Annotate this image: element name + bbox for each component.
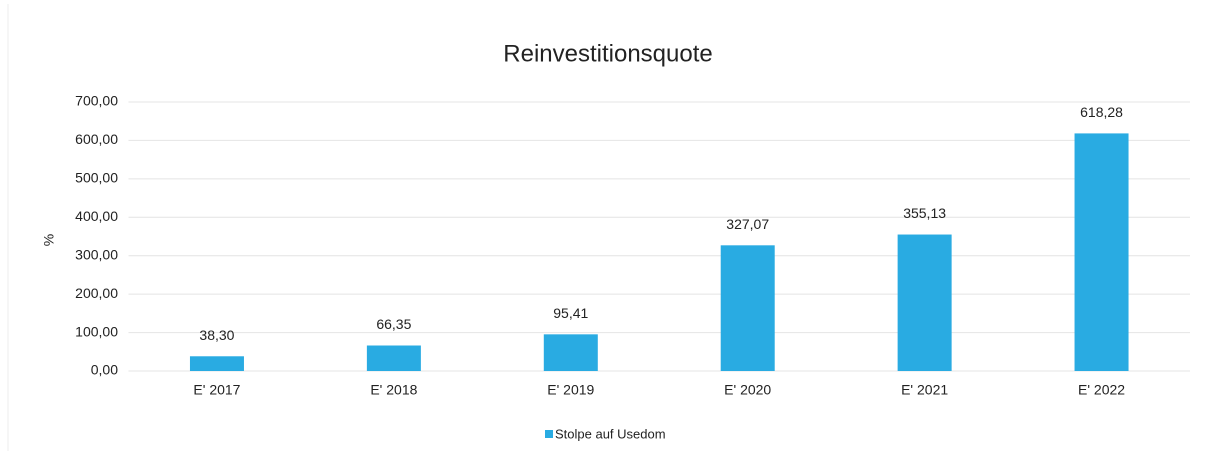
bar bbox=[366, 345, 421, 371]
y-tick-label: 100,00 bbox=[75, 323, 118, 339]
y-tick-label: 300,00 bbox=[75, 246, 118, 262]
y-axis-label: % bbox=[41, 234, 57, 246]
data-label: 618,28 bbox=[1080, 104, 1123, 120]
y-tick-label: 0,00 bbox=[91, 362, 118, 378]
x-tick-label: E' 2022 bbox=[1078, 382, 1125, 398]
y-tick-label: 600,00 bbox=[75, 131, 118, 147]
data-label: 355,13 bbox=[903, 205, 946, 221]
y-tick-label: 200,00 bbox=[75, 285, 118, 301]
x-tick-label: E' 2017 bbox=[193, 382, 240, 398]
x-tick-label: E' 2021 bbox=[901, 382, 948, 398]
data-label: 327,07 bbox=[726, 216, 769, 232]
data-label: 66,35 bbox=[376, 316, 411, 332]
bar bbox=[1074, 133, 1129, 371]
legend-label: Stolpe auf Usedom bbox=[555, 426, 666, 441]
x-tick-label: E' 2018 bbox=[370, 382, 417, 398]
chart-title: Reinvestitionsquote bbox=[503, 40, 712, 67]
bar bbox=[543, 334, 598, 371]
y-tick-label: 400,00 bbox=[75, 208, 118, 224]
x-tick-label: E' 2020 bbox=[724, 382, 771, 398]
x-tick-label: E' 2019 bbox=[547, 382, 594, 398]
bar bbox=[897, 234, 952, 371]
y-tick-label: 500,00 bbox=[75, 170, 118, 186]
y-tick-label: 700,00 bbox=[75, 93, 118, 109]
bar bbox=[720, 245, 775, 371]
legend-swatch bbox=[545, 430, 553, 438]
bar bbox=[189, 356, 244, 371]
data-label: 38,30 bbox=[199, 327, 234, 343]
data-label: 95,41 bbox=[553, 305, 588, 321]
